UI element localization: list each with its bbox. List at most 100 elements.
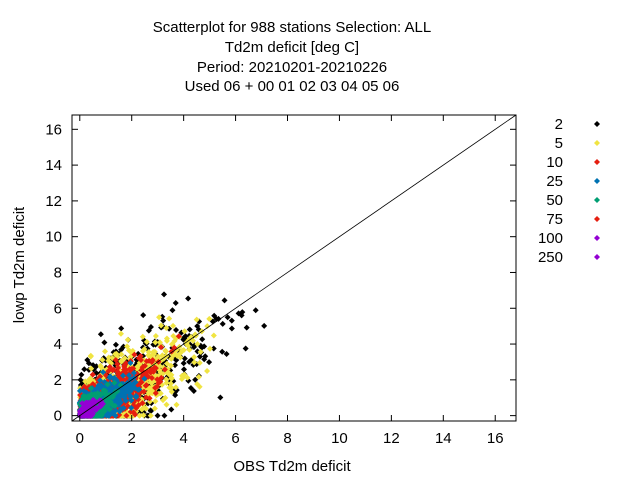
scatter-point (195, 373, 202, 380)
scatter-point (111, 374, 118, 381)
scatter-points (76, 291, 268, 419)
scatter-point (228, 317, 235, 324)
scatter-point (76, 387, 83, 394)
scatter-point (150, 348, 157, 355)
scatter-point (115, 371, 122, 378)
scatter-point (147, 408, 154, 415)
scatter-point (161, 412, 168, 419)
scatter-point (166, 384, 173, 391)
scatter-point (158, 344, 165, 351)
scatter-point (146, 395, 153, 402)
y-tick-label: 12 (45, 193, 62, 210)
scatter-point (130, 381, 137, 388)
scatter-point (177, 350, 184, 357)
scatter-point (85, 360, 92, 367)
scatter-point (186, 326, 193, 333)
scatter-point (139, 347, 146, 354)
scatter-point (105, 354, 112, 361)
scatter-point (101, 339, 108, 346)
scatter-point (206, 345, 213, 352)
scatter-point (171, 337, 178, 344)
scatter-point (139, 333, 146, 340)
y-axis-label: lowp Td2m deficit (11, 206, 28, 323)
scatter-point (141, 375, 148, 382)
scatter-point (206, 359, 213, 366)
y-tick-label: 4 (54, 336, 62, 353)
scatter-point (118, 325, 125, 332)
scatter-point (177, 354, 184, 361)
scatter-point (173, 401, 180, 408)
scatter-point (152, 398, 159, 405)
scatter-point (158, 322, 165, 329)
scatter-point (190, 337, 197, 344)
scatter-point (190, 388, 197, 395)
scatter-point (152, 339, 159, 346)
scatter-point (139, 400, 146, 407)
scatter-point (180, 347, 187, 354)
scatter-point (140, 412, 147, 419)
x-tick-label: 6 (231, 430, 239, 447)
scatter-point (120, 372, 127, 379)
scatter-point (142, 382, 149, 389)
scatter-point (139, 368, 146, 375)
title-line-3: Period: 20210201-20210226 (197, 59, 387, 76)
scatter-point (86, 394, 93, 401)
scatter-point (181, 328, 188, 335)
scatter-point (117, 399, 124, 406)
scatter-point (139, 364, 146, 371)
scatter-point (112, 341, 119, 348)
title-line-2: Td2m deficit [deg C] (225, 39, 359, 56)
scatter-point (112, 412, 119, 419)
scatter-point (124, 336, 131, 343)
scatter-point (206, 315, 213, 322)
legend-marker (594, 140, 600, 146)
scatter-point (117, 330, 124, 337)
scatter-point (166, 315, 173, 322)
scatter-point (210, 345, 217, 352)
scatter-point (166, 371, 173, 378)
scatter-point (102, 390, 109, 397)
scatter-point (190, 344, 197, 351)
scatter-point (97, 377, 104, 384)
scatter-point (116, 411, 123, 418)
y-tick-label: 2 (54, 372, 62, 389)
scatter-point (105, 368, 112, 375)
scatter-point (196, 359, 203, 366)
scatter-point (87, 385, 94, 392)
scatter-point (173, 326, 180, 333)
scatter-point (161, 366, 168, 373)
scatter-point (172, 384, 179, 391)
scatter-point (151, 405, 158, 412)
scatter-point (172, 299, 179, 306)
scatter-point (96, 397, 103, 404)
scatter-point (137, 353, 144, 360)
scatter-point (171, 362, 178, 369)
scatter-point (175, 333, 182, 340)
scatter-point (156, 339, 163, 346)
legend-label: 5 (555, 135, 563, 152)
scatter-point (89, 371, 96, 378)
scatter-point (77, 410, 84, 417)
legend-label: 250 (538, 249, 563, 266)
scatter-point (97, 331, 104, 338)
scatter-point (181, 366, 188, 373)
scatter-point (104, 381, 111, 388)
scatter-point (162, 348, 169, 355)
y-tick-label: 0 (54, 408, 62, 425)
scatter-point (219, 320, 226, 327)
legend-marker (594, 121, 600, 127)
scatter-point (223, 351, 230, 358)
scatter-point (170, 332, 177, 339)
scatter-point (170, 322, 177, 329)
scatter-point (120, 393, 127, 400)
scatter-point (99, 356, 106, 363)
diagonal-line (71, 114, 517, 422)
scatter-point (125, 389, 132, 396)
y-tick-label: 10 (45, 229, 62, 246)
scatter-point (137, 356, 144, 363)
scatter-point (152, 384, 159, 391)
y-tick-label: 8 (54, 264, 62, 281)
scatter-point (104, 400, 111, 407)
scatter-point (111, 379, 118, 386)
scatter-point (192, 331, 199, 338)
